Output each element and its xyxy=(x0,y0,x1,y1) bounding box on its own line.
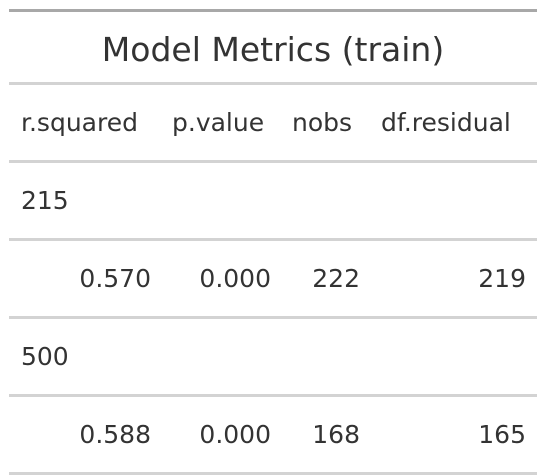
column-header-df-residual: df.residual xyxy=(381,108,511,137)
cell-r-squared: 0.588 xyxy=(79,420,151,449)
group-label: 215 xyxy=(21,186,69,215)
table-header-row: r.squared p.value nobs df.residual xyxy=(9,85,537,160)
table-row: 0.588 0.000 168 165 xyxy=(9,397,537,472)
group-row-500: 500 xyxy=(9,319,537,394)
table-divider xyxy=(9,160,537,163)
cell-df-residual: 165 xyxy=(478,420,526,449)
table-divider xyxy=(9,238,537,241)
group-row-215: 215 xyxy=(9,163,537,238)
column-header-p-value: p.value xyxy=(172,108,265,137)
table-title: Model Metrics (train) xyxy=(101,30,445,69)
cell-nobs: 168 xyxy=(312,420,360,449)
metrics-table: Model Metrics (train) r.squared p.value … xyxy=(9,9,537,475)
table-divider xyxy=(9,316,537,319)
table-row: 0.570 0.000 222 219 xyxy=(9,241,537,316)
cell-nobs: 222 xyxy=(312,264,360,293)
cell-p-value: 0.000 xyxy=(199,420,271,449)
table-divider xyxy=(9,82,537,85)
cell-df-residual: 219 xyxy=(478,264,526,293)
table-top-rule xyxy=(9,9,537,12)
column-header-nobs: nobs xyxy=(292,108,353,137)
column-header-r-squared: r.squared xyxy=(21,108,138,137)
cell-r-squared: 0.570 xyxy=(79,264,151,293)
cell-p-value: 0.000 xyxy=(199,264,271,293)
group-label: 500 xyxy=(21,342,69,371)
table-divider xyxy=(9,394,537,397)
